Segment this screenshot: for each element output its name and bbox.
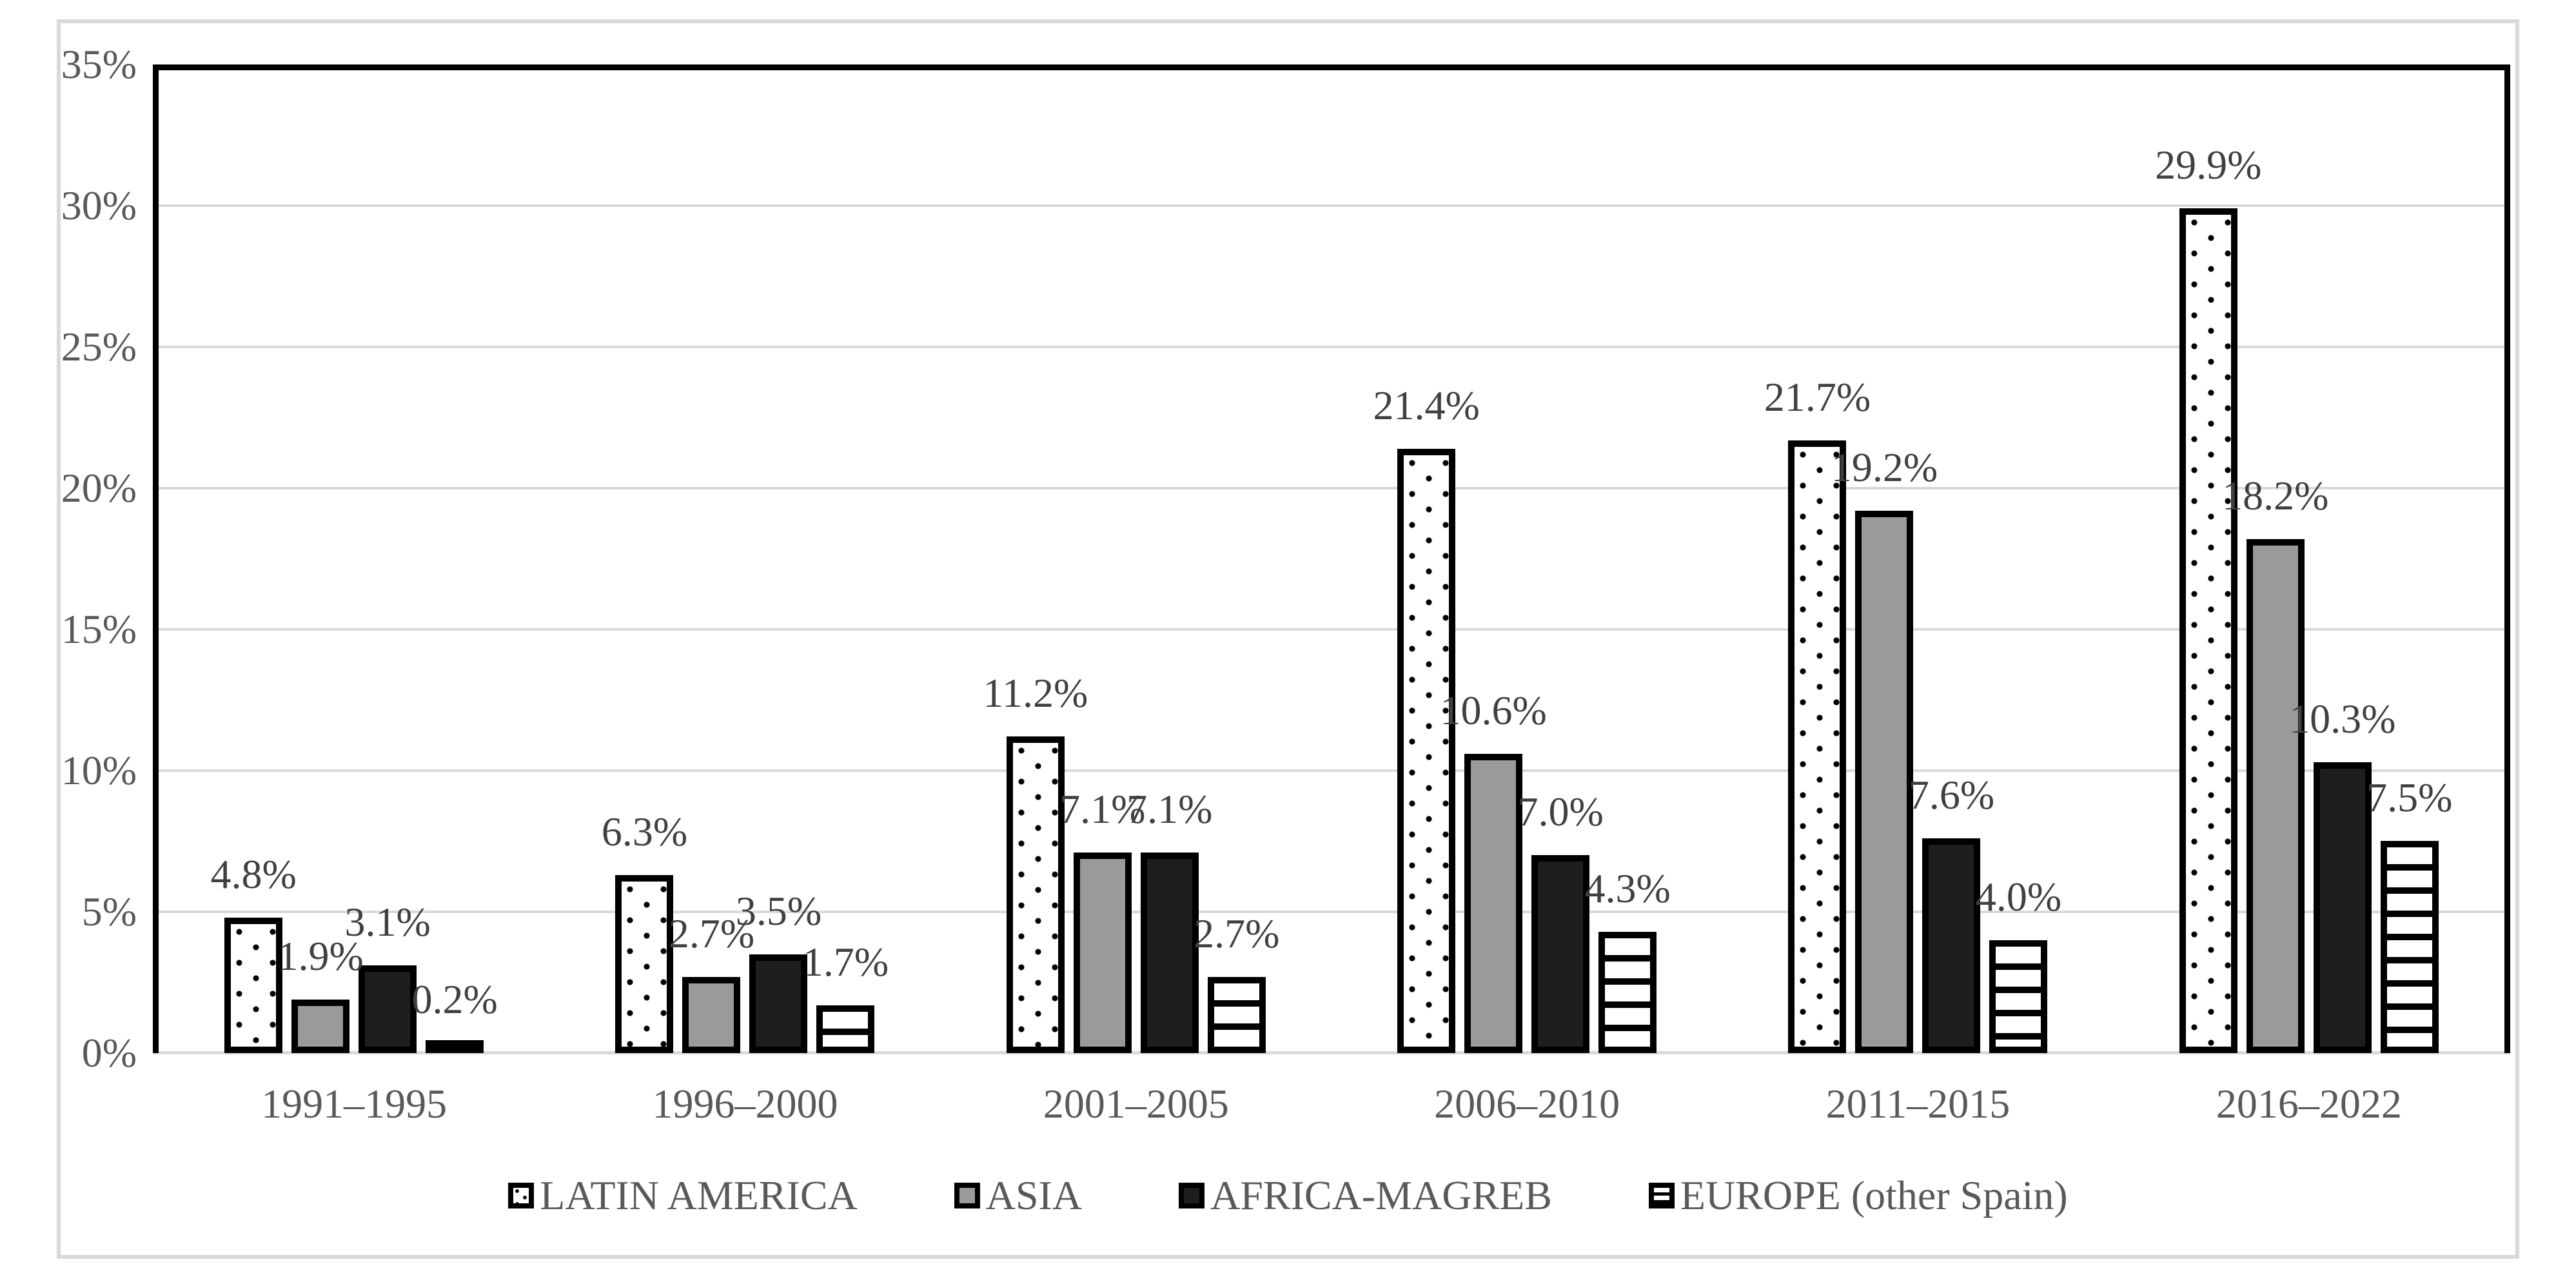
bar-europe-other-spain-2016-2022	[2380, 841, 2439, 1053]
bar-asia-2001-2005	[1073, 853, 1132, 1053]
data-label-africa-magreb-2001-2005: 7.1%	[1126, 786, 1213, 832]
y-tick-label-30: 30%	[61, 182, 137, 228]
y-tick-label-0: 0%	[81, 1030, 137, 1076]
bar-group-1991-1995: 4.8% 1.9% 3.1% 0.2%	[159, 64, 549, 1053]
bar-group-2011-2015: 21.7% 19.2% 7.6% 4.0%	[1722, 64, 2113, 1053]
data-label-africa-magreb-2011-2015: 7.6%	[1908, 772, 1995, 818]
bar-europe-other-spain-2006-2010	[1598, 932, 1657, 1053]
legend-item-latin-america: LATIN AMERICA	[508, 1172, 858, 1218]
x-tick-label-2011-2015: 2011–2015	[1825, 1081, 2011, 1127]
bar-asia-2011-2015	[1855, 511, 1914, 1053]
bar-africa-magreb-1996-2000	[749, 954, 808, 1053]
gridline-30	[159, 204, 2504, 207]
legend-item-africa-magreb: AFRICA-MAGREB	[1179, 1175, 1552, 1216]
data-label-africa-magreb-1991-1995: 3.1%	[344, 899, 431, 945]
data-label-latin-america-1996-2000: 6.3%	[601, 809, 688, 854]
data-label-latin-america-2006-2010: 21.4%	[1373, 382, 1480, 428]
gridline-15	[159, 628, 2504, 631]
bar-europe-other-spain-2011-2015	[1989, 940, 2048, 1053]
data-label-asia-2001-2005: 7.1%	[1059, 786, 1146, 832]
bar-asia-2016-2022	[2246, 539, 2305, 1053]
y-tick-label-20: 20%	[61, 465, 137, 511]
x-tick-label-2006-2010: 2006–2010	[1434, 1081, 1620, 1127]
x-tick-label-1991-1995: 1991–1995	[261, 1081, 447, 1127]
data-label-europe-other-spain-2011-2015: 4.0%	[1975, 874, 2062, 920]
legend-label-africa-magreb: AFRICA-MAGREB	[1210, 1172, 1552, 1218]
legend-item-europe-other-spain: EUROPE (other Spain)	[1648, 1172, 2068, 1218]
y-tick-label-25: 25%	[61, 324, 137, 370]
data-label-latin-america-2016-2022: 29.9%	[2155, 142, 2262, 188]
legend-swatch-dots-icon	[508, 1183, 535, 1208]
data-label-europe-other-spain-2001-2005: 2.7%	[1194, 911, 1280, 956]
legend-swatch-stripes-icon	[1648, 1183, 1675, 1208]
data-label-latin-america-1991-1995: 4.8%	[210, 851, 297, 897]
data-label-europe-other-spain-1991-1995: 0.2%	[411, 976, 498, 1022]
bar-latin-america-2011-2015	[1788, 440, 1847, 1053]
data-label-asia-2006-2010: 10.6%	[1440, 687, 1547, 733]
bar-latin-america-1996-2000	[615, 875, 674, 1053]
data-label-africa-magreb-2006-2010: 7.0%	[1517, 789, 1604, 834]
bar-group-2016-2022: 29.9% 18.2% 10.3% 7.5%	[2114, 64, 2504, 1053]
plot-border-left	[153, 64, 159, 1053]
plot-area: 4.8% 1.9% 3.1% 0.2% 6.3% 2.7% 3.5% 1.7% 11.2% 7.1…	[153, 64, 2510, 1054]
legend: LATIN AMERICA ASIA AFRICA-MAGREB EUROPE (ot…	[0, 1169, 2576, 1223]
bar-group-2006-2010: 21.4% 10.6% 7.0% 4.3%	[1332, 64, 1722, 1053]
data-label-europe-other-spain-1996-2000: 1.7%	[802, 939, 889, 985]
data-label-asia-2011-2015: 19.2%	[1831, 444, 1938, 490]
bar-group-2001-2005: 11.2% 7.1% 7.1% 2.7%	[941, 64, 1332, 1053]
legend-swatch-gray-icon	[954, 1183, 980, 1208]
x-axis-line	[153, 1051, 2510, 1054]
bar-africa-magreb-2016-2022	[2313, 762, 2372, 1053]
y-tick-label-35: 35%	[61, 41, 137, 87]
legend-label-latin-america: LATIN AMERICA	[540, 1172, 858, 1218]
bar-asia-2006-2010	[1464, 754, 1523, 1053]
gridline-10	[159, 769, 2504, 772]
bar-europe-other-spain-1991-1995	[426, 1040, 484, 1053]
bar-africa-magreb-2006-2010	[1531, 855, 1590, 1053]
data-label-latin-america-2011-2015: 21.7%	[1764, 374, 1871, 420]
data-label-latin-america-2001-2005: 11.2%	[983, 670, 1088, 716]
y-tick-label-15: 15%	[61, 606, 137, 652]
bar-europe-other-spain-2001-2005	[1207, 977, 1266, 1053]
x-tick-label-2016-2022: 2016–2022	[2216, 1081, 2402, 1127]
legend-item-asia: ASIA	[954, 1175, 1082, 1216]
bar-africa-magreb-2001-2005	[1140, 853, 1199, 1053]
bar-africa-magreb-1991-1995	[359, 965, 417, 1053]
plot-border-right	[2504, 64, 2510, 1053]
bar-latin-america-1991-1995	[224, 918, 283, 1053]
bar-africa-magreb-2011-2015	[1922, 838, 1981, 1053]
bar-group-1996-2000: 6.3% 2.7% 3.5% 1.7%	[549, 64, 940, 1053]
bar-latin-america-2006-2010	[1397, 449, 1456, 1053]
legend-swatch-black-icon	[1179, 1183, 1205, 1208]
y-tick-label-10: 10%	[61, 747, 137, 793]
bar-latin-america-2001-2005	[1006, 736, 1065, 1053]
legend-label-asia: ASIA	[985, 1172, 1083, 1218]
bar-asia-1991-1995	[291, 1000, 350, 1053]
x-tick-label-1996-2000: 1996–2000	[652, 1081, 838, 1127]
data-label-asia-1996-2000: 2.7%	[668, 911, 755, 956]
data-label-europe-other-spain-2006-2010: 4.3%	[1584, 865, 1671, 911]
bar-europe-other-spain-1996-2000	[816, 1005, 875, 1053]
legend-label-europe-other-spain: EUROPE (other Spain)	[1680, 1172, 2068, 1218]
gridline-5	[159, 911, 2504, 913]
gridline-20	[159, 487, 2504, 489]
data-label-asia-1991-1995: 1.9%	[277, 933, 364, 979]
plot-border-top	[153, 64, 2510, 70]
data-label-asia-2016-2022: 18.2%	[2222, 473, 2329, 518]
x-tick-label-2001-2005: 2001–2005	[1043, 1081, 1229, 1127]
data-label-africa-magreb-1996-2000: 3.5%	[735, 888, 822, 934]
data-label-africa-magreb-2016-2022: 10.3%	[2289, 696, 2396, 742]
bar-asia-1996-2000	[682, 977, 741, 1053]
data-label-europe-other-spain-2016-2022: 7.5%	[2366, 774, 2453, 820]
y-tick-label-5: 5%	[81, 889, 137, 934]
gridline-25	[159, 346, 2504, 348]
bar-latin-america-2016-2022	[2179, 208, 2237, 1053]
